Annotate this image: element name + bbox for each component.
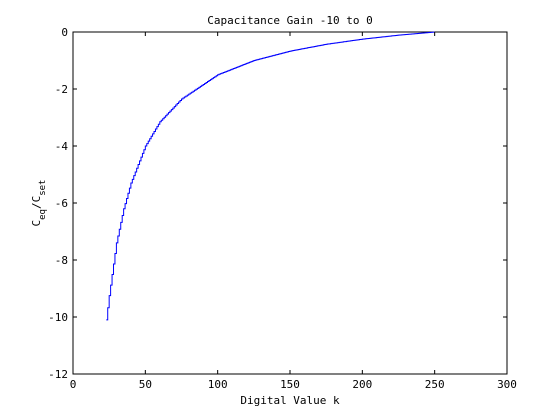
chart-title: Capacitance Gain -10 to 0: [207, 14, 373, 27]
x-tick-label: 50: [139, 378, 152, 391]
y-tick-label: -8: [55, 254, 68, 267]
y-tick-label: -2: [55, 83, 68, 96]
y-tick-label: -10: [48, 311, 68, 324]
y-label-sub-set: set: [38, 180, 48, 196]
y-label-c-set: C: [30, 196, 43, 203]
y-tick-label: -4: [55, 140, 69, 153]
x-tick-label: 250: [425, 378, 445, 391]
x-tick-label: 0: [70, 378, 77, 391]
y-label-sub-eq: eq: [38, 209, 48, 220]
plot-area: [72, 31, 508, 375]
series-line: [106, 31, 436, 321]
x-tick-label: 300: [497, 378, 517, 391]
y-tick-label: -12: [48, 368, 68, 381]
y-label-c-eq: C: [30, 220, 43, 227]
y-tick-label: 0: [61, 26, 68, 39]
x-axis-ticks: 0 50 100 150 200 250 300: [70, 32, 517, 391]
x-tick-label: 200: [352, 378, 372, 391]
x-tick-label: 150: [280, 378, 300, 391]
y-tick-label: -6: [55, 197, 68, 210]
x-axis-label: Digital Value k: [240, 394, 340, 407]
x-tick-label: 100: [208, 378, 228, 391]
y-label-slash: /: [30, 202, 43, 209]
y-axis-ticks: 0 -2 -4 -6 -8 -10 -12: [48, 26, 507, 381]
axes-box: [72, 31, 508, 375]
y-axis-label: Ceq/Cset: [30, 180, 48, 227]
